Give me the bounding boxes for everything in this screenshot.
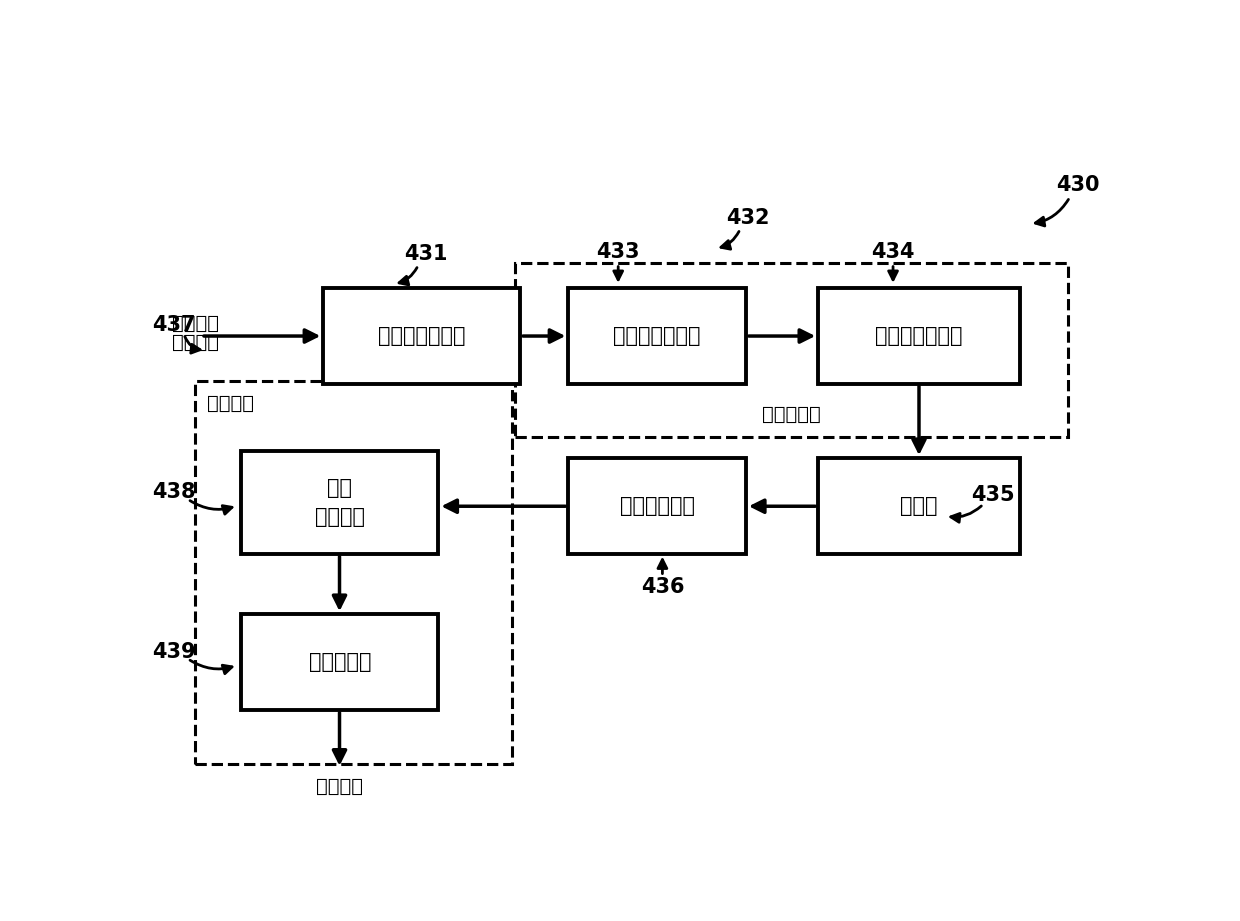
Text: 圆检测部: 圆检测部 xyxy=(207,394,254,414)
FancyBboxPatch shape xyxy=(818,288,1019,383)
Text: 影像校准部: 影像校准部 xyxy=(309,652,371,672)
Text: 432: 432 xyxy=(727,208,770,228)
Text: 最佳
圆检测部: 最佳 圆检测部 xyxy=(315,477,365,527)
Text: 滤波部: 滤波部 xyxy=(900,495,937,516)
Text: 430: 430 xyxy=(1055,175,1100,195)
Text: 433: 433 xyxy=(596,242,640,262)
Text: 红外彩色: 红外彩色 xyxy=(172,314,219,332)
FancyBboxPatch shape xyxy=(242,451,439,554)
FancyBboxPatch shape xyxy=(196,381,512,764)
Text: 435: 435 xyxy=(971,484,1014,505)
Text: 436: 436 xyxy=(641,577,684,597)
FancyBboxPatch shape xyxy=(818,458,1019,554)
FancyBboxPatch shape xyxy=(324,288,521,383)
Text: 外廓线检测部: 外廓线检测部 xyxy=(620,495,694,516)
FancyBboxPatch shape xyxy=(568,458,746,554)
Text: 434: 434 xyxy=(872,242,915,262)
Text: 438: 438 xyxy=(153,482,196,502)
Text: 关注区域指定部: 关注区域指定部 xyxy=(378,326,465,345)
Text: 第二影像变换部: 第二影像变换部 xyxy=(875,326,962,345)
FancyBboxPatch shape xyxy=(242,614,439,710)
Text: 437: 437 xyxy=(153,315,196,334)
FancyBboxPatch shape xyxy=(516,263,1068,437)
Text: 影像信号: 影像信号 xyxy=(172,332,219,352)
Text: 影像变换部: 影像变换部 xyxy=(763,405,821,424)
Text: 第一影像变换部: 第一影像变换部 xyxy=(614,326,701,345)
Text: 运动信号: 运动信号 xyxy=(316,776,363,796)
FancyBboxPatch shape xyxy=(568,288,746,383)
Text: 439: 439 xyxy=(153,642,196,661)
Text: 431: 431 xyxy=(404,244,448,264)
